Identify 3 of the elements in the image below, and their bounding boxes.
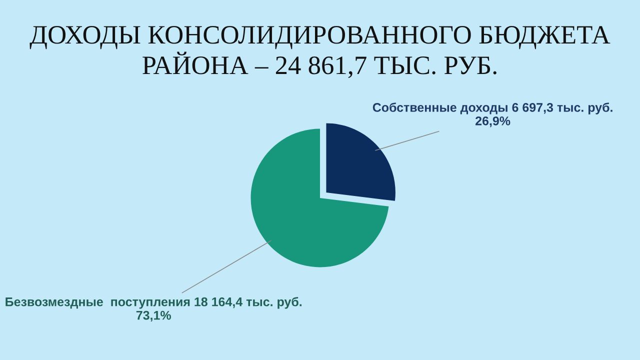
slice-label: Собственные доходы 6 697,3 тыс. руб. 26,9% <box>372 102 612 128</box>
chart-title: ДОХОДЫ КОНСОЛИДИРОВАННОГО БЮДЖЕТА РАЙОНА – 24 861,7 ТЫС. РУБ. <box>30 26 610 78</box>
slice-label: Безвозмездные поступления 18 164,4 тыс. руб. 73,1% <box>6 296 302 322</box>
